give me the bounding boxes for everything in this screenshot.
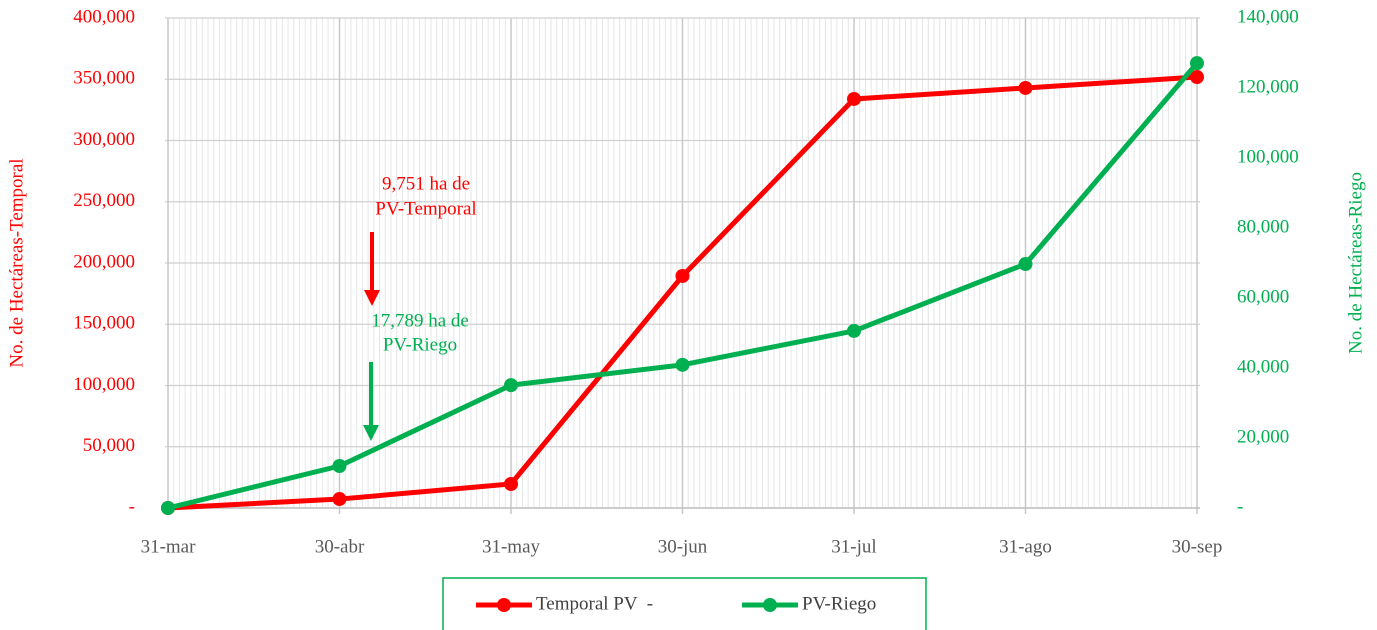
annotation-arrowhead — [364, 290, 380, 306]
y2-tick-label: 60,000 — [1237, 286, 1289, 307]
y-tick-label: 100,000 — [73, 374, 135, 395]
legend-marker — [763, 598, 777, 612]
point — [675, 268, 690, 283]
y2-tick-label: 20,000 — [1237, 426, 1289, 447]
point — [1018, 80, 1033, 95]
point — [504, 476, 518, 491]
legend-marker — [497, 598, 511, 612]
point — [161, 501, 175, 515]
legend-label: Temporal PV - — [536, 593, 653, 614]
legend-label: PV-Riego — [802, 593, 876, 614]
point — [1190, 56, 1204, 71]
x-tick-label: 30-abr — [315, 536, 365, 557]
point — [1190, 70, 1204, 85]
y-tick-label: - — [129, 496, 135, 517]
y2-tick-label: 120,000 — [1237, 76, 1299, 97]
y2-tick-label: 140,000 — [1237, 6, 1299, 27]
y2-axis-label: No. de Hectáreas-Riego — [1345, 172, 1366, 354]
point — [675, 357, 690, 372]
y-tick-label: 250,000 — [73, 190, 135, 211]
y-tick-label: 200,000 — [73, 251, 135, 272]
y-tick-label: 350,000 — [73, 68, 135, 89]
x-tick-label: 31-may — [482, 536, 541, 557]
y2-tick-label: - — [1237, 496, 1243, 517]
y-tick-label: 50,000 — [83, 435, 135, 456]
x-tick-label: 31-jul — [831, 536, 876, 557]
point — [847, 323, 861, 338]
point — [847, 91, 861, 106]
x-tick-label: 30-jun — [658, 536, 708, 557]
annotation: PV-Riego — [383, 334, 457, 355]
point — [504, 378, 518, 393]
x-tick-label: 30-sep — [1172, 536, 1223, 557]
y-tick-label: 300,000 — [73, 129, 135, 150]
point — [332, 492, 347, 507]
y2-tick-label: 40,000 — [1237, 356, 1289, 377]
y-tick-label: 400,000 — [73, 6, 135, 27]
x-tick-label: 31-mar — [141, 536, 197, 557]
grid — [165, 17, 1200, 514]
x-tick-label: 31-ago — [999, 536, 1052, 557]
point — [332, 459, 347, 473]
point — [1018, 257, 1033, 272]
annotation: 17,789 ha de — [371, 310, 469, 331]
annotation: 9,751 ha de — [382, 173, 470, 194]
annotation-arrowhead — [363, 425, 379, 441]
y2-tick-label: 80,000 — [1237, 216, 1289, 237]
annotation: PV-Temporal — [375, 198, 476, 219]
y2-tick-label: 100,000 — [1237, 146, 1299, 167]
y-tick-label: 150,000 — [73, 313, 135, 334]
y-axis-label: No. de Hectáreas-Temporal — [6, 158, 27, 367]
